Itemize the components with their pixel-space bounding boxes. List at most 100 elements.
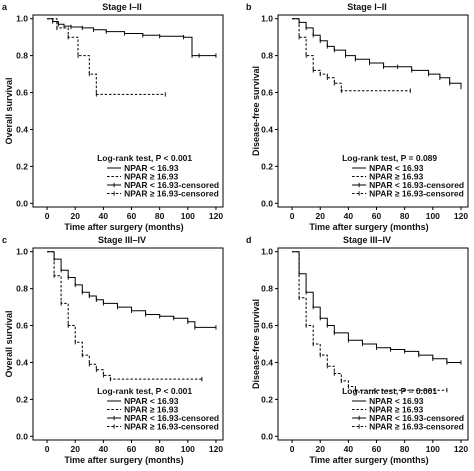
y-tick-label: 0.2 bbox=[261, 161, 273, 171]
series-npar-high-curve bbox=[292, 18, 411, 92]
legend-entry: NPAR ≥ 16.93-censored bbox=[369, 422, 464, 432]
series-npar-low-curve bbox=[292, 18, 462, 87]
legend-entry: NPAR < 16.93-censored bbox=[369, 180, 464, 190]
y-tick-label: 0.2 bbox=[261, 394, 273, 404]
panel-title: Stage III–IV bbox=[98, 235, 146, 245]
legend-entry: NPAR < 16.93 bbox=[369, 163, 424, 173]
y-tick-label: 0.8 bbox=[261, 284, 273, 294]
x-tick-label: 80 bbox=[155, 211, 165, 221]
y-tick-label: 0.0 bbox=[261, 198, 273, 208]
x-tick-label: 40 bbox=[99, 211, 109, 221]
y-tick-label: 0.0 bbox=[261, 431, 273, 441]
legend-entry: NPAR < 16.93-censored bbox=[124, 413, 219, 423]
legend-entry: NPAR ≥ 16.93-censored bbox=[124, 189, 219, 199]
panel-title: Stage I–II bbox=[102, 2, 142, 12]
y-tick-label: 0.4 bbox=[261, 124, 273, 134]
y-tick-label: 1.0 bbox=[16, 247, 28, 257]
panel-b: b Stage I–II 0.0 0.2 0.4 0.6 0.8 1.0 0 20 40 60 80 10… bbox=[246, 2, 469, 232]
legend-entry: NPAR ≥ 16.93-censored bbox=[124, 422, 219, 432]
x-axis-title: Time after surgery (months) bbox=[64, 222, 183, 232]
panel-a: a Stage I–II 0.0 0.2 0.4 0.6 0.8 1.0 0 20 40 60 80 10… bbox=[2, 2, 224, 232]
pvalue-label: Log-rank test, P < 0.001 bbox=[97, 153, 192, 163]
y-axis-title: Disease-free survival bbox=[251, 66, 261, 156]
pvalue-label: Log-rank test, P < 0.001 bbox=[97, 386, 192, 396]
y-tick-label: 0.6 bbox=[16, 88, 28, 98]
legend-entry: NPAR < 16.93 bbox=[124, 396, 179, 406]
y-tick-label: 0.2 bbox=[16, 161, 28, 171]
x-tick-label: 60 bbox=[372, 444, 382, 454]
panel-d: d Stage III–IV 0.0 0.2 0.4 0.6 0.8 1.0 0 20 40 60 80… bbox=[246, 235, 469, 465]
legend-entry: NPAR < 16.93 bbox=[369, 396, 424, 406]
legend-entry: NPAR ≥ 16.93 bbox=[124, 172, 178, 182]
x-tick-label: 20 bbox=[70, 211, 80, 221]
x-axis-title: Time after surgery (months) bbox=[309, 222, 428, 232]
plot-frame bbox=[277, 247, 469, 441]
series-npar-low-curve bbox=[47, 251, 216, 328]
series-npar-high-curve bbox=[47, 251, 202, 380]
y-axis-title: Overall survival bbox=[4, 77, 14, 144]
legend-entry: NPAR ≥ 16.93-censored bbox=[369, 189, 464, 199]
series-npar-low-curve bbox=[292, 251, 461, 363]
legend-entry: NPAR ≥ 16.93 bbox=[369, 405, 423, 415]
x-tick-label: 80 bbox=[400, 444, 410, 454]
y-tick-label: 0.4 bbox=[16, 124, 28, 134]
x-tick-label: 0 bbox=[290, 444, 295, 454]
plot-frame bbox=[32, 14, 224, 208]
legend-entry: NPAR ≥ 16.93 bbox=[124, 405, 178, 415]
x-tick-label: 80 bbox=[155, 444, 165, 454]
pvalue-label: Log-rank test, P = 0.089 bbox=[342, 153, 437, 163]
x-tick-label: 100 bbox=[426, 211, 440, 221]
x-tick-label: 0 bbox=[290, 211, 295, 221]
panel-title: Stage III–IV bbox=[343, 235, 391, 245]
x-tick-label: 60 bbox=[127, 211, 137, 221]
panel-letter: c bbox=[2, 235, 7, 245]
panel-letter: b bbox=[246, 2, 252, 12]
y-axis-title: Overall survival bbox=[4, 310, 14, 377]
plot-frame bbox=[277, 14, 469, 208]
x-tick-label: 120 bbox=[209, 444, 223, 454]
x-tick-label: 60 bbox=[127, 444, 137, 454]
y-tick-label: 0.0 bbox=[16, 431, 28, 441]
y-tick-label: 1.0 bbox=[16, 14, 28, 24]
x-tick-label: 40 bbox=[344, 211, 354, 221]
x-tick-label: 0 bbox=[45, 211, 50, 221]
y-tick-label: 0.4 bbox=[16, 357, 28, 367]
y-tick-label: 0.8 bbox=[261, 51, 273, 61]
panel-letter: d bbox=[246, 235, 252, 245]
legend-entry: NPAR < 16.93-censored bbox=[369, 413, 464, 423]
x-tick-label: 100 bbox=[181, 444, 195, 454]
x-tick-label: 20 bbox=[315, 444, 325, 454]
series-npar-high-curve bbox=[292, 251, 447, 391]
x-axis-title: Time after surgery (months) bbox=[64, 455, 183, 465]
y-tick-label: 0.0 bbox=[16, 198, 28, 208]
legend-entry: NPAR < 16.93 bbox=[124, 163, 179, 173]
x-tick-label: 120 bbox=[454, 444, 468, 454]
plot-frame bbox=[32, 247, 224, 441]
x-tick-label: 100 bbox=[181, 211, 195, 221]
legend-entry: NPAR < 16.93-censored bbox=[124, 180, 219, 190]
y-tick-label: 1.0 bbox=[261, 14, 273, 24]
x-tick-label: 40 bbox=[344, 444, 354, 454]
y-tick-label: 0.8 bbox=[16, 51, 28, 61]
pvalue-label: Log-rank test, P = 0.001 bbox=[342, 386, 437, 396]
panel-title: Stage I–II bbox=[347, 2, 387, 12]
y-tick-label: 0.6 bbox=[261, 88, 273, 98]
x-tick-label: 120 bbox=[454, 211, 468, 221]
x-tick-label: 60 bbox=[372, 211, 382, 221]
x-tick-label: 40 bbox=[99, 444, 109, 454]
y-tick-label: 0.8 bbox=[16, 284, 28, 294]
x-axis-title: Time after surgery (months) bbox=[309, 455, 428, 465]
y-tick-label: 1.0 bbox=[261, 247, 273, 257]
x-tick-label: 0 bbox=[45, 444, 50, 454]
y-tick-label: 0.6 bbox=[16, 321, 28, 331]
y-tick-label: 0.4 bbox=[261, 357, 273, 367]
y-axis-title: Disease-free survival bbox=[251, 299, 261, 389]
x-tick-label: 20 bbox=[315, 211, 325, 221]
x-tick-label: 80 bbox=[400, 211, 410, 221]
x-tick-label: 100 bbox=[426, 444, 440, 454]
y-tick-label: 0.6 bbox=[261, 321, 273, 331]
panel-c: c Stage III–IV 0.0 0.2 0.4 0.6 0.8 1.0 0 20 40 60 80… bbox=[2, 235, 224, 465]
x-tick-label: 20 bbox=[70, 444, 80, 454]
panel-letter: a bbox=[2, 2, 8, 12]
